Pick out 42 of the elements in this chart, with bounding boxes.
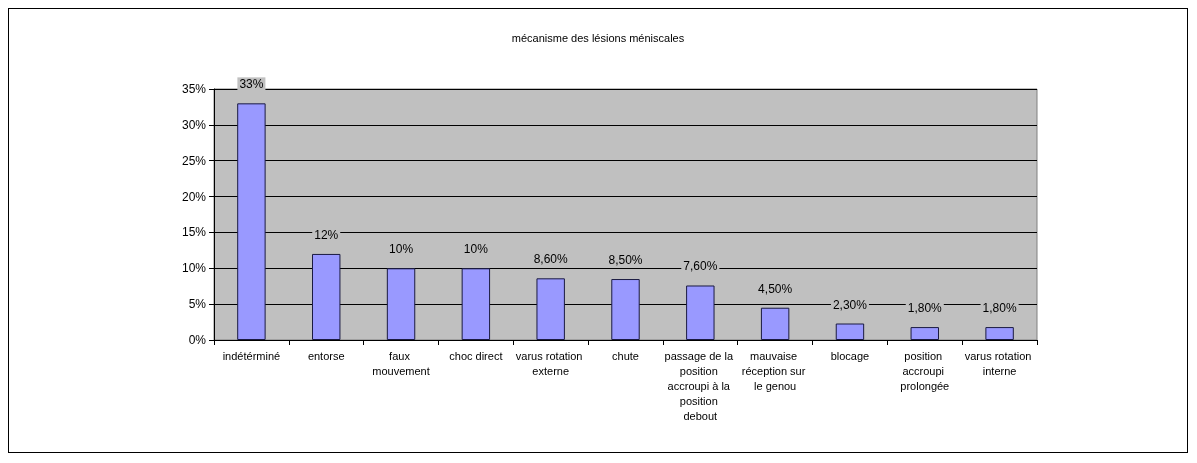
bar xyxy=(611,279,640,340)
bar xyxy=(985,327,1014,340)
data-label: 8,50% xyxy=(608,253,643,268)
x-tick-label: varus rotation externe xyxy=(515,349,586,377)
bar xyxy=(237,103,266,340)
bar xyxy=(386,268,416,340)
data-label: 10% xyxy=(389,242,414,257)
x-tick-label: faux mouvement xyxy=(372,349,430,377)
data-label: 2,30% xyxy=(832,297,868,312)
data-label: 7,60% xyxy=(683,259,718,274)
x-tick-label: chute xyxy=(612,349,639,362)
bar xyxy=(536,278,565,340)
y-tick-label: 20% xyxy=(181,189,207,204)
data-label: 12% xyxy=(314,227,339,242)
x-tick-label: indétérminé xyxy=(222,349,281,362)
bar xyxy=(312,253,341,340)
data-label: 1,80% xyxy=(907,301,943,316)
y-tick-label: 30% xyxy=(181,117,207,132)
x-tick-label: entorse xyxy=(307,349,345,362)
data-label: 8,60% xyxy=(533,252,569,267)
x-tick-label: choc direct xyxy=(449,349,503,362)
bar xyxy=(686,285,715,340)
x-tick-label: mauvaise réception sur le genou xyxy=(741,349,809,392)
bar xyxy=(910,327,939,340)
x-tick-label: varus rotation interne xyxy=(964,349,1035,377)
x-tick-label: passage de la position accroupi à la position debout xyxy=(664,349,737,422)
data-label: 4,50% xyxy=(758,281,793,296)
data-label: 33% xyxy=(239,77,264,92)
data-label: 10% xyxy=(463,242,489,257)
chart-title: mécanisme des lésions méniscales xyxy=(511,31,685,44)
y-tick-label: 35% xyxy=(181,82,207,96)
y-tick-label: 25% xyxy=(181,153,207,168)
y-tick-label: 15% xyxy=(181,225,207,240)
data-label: 1,80% xyxy=(982,301,1017,316)
bar xyxy=(760,307,790,340)
x-tick-label: position accroupi prolongée xyxy=(900,349,950,392)
y-tick-label: 5% xyxy=(188,297,207,312)
y-tick-label: 0% xyxy=(188,333,207,347)
y-tick-label: 10% xyxy=(181,261,207,276)
bar xyxy=(835,323,865,340)
x-tick-label: blocage xyxy=(830,349,870,362)
bar xyxy=(461,268,491,340)
